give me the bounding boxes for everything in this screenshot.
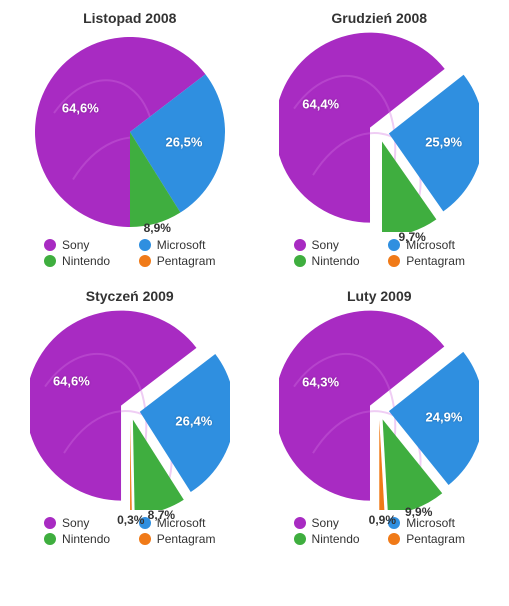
legend-swatch-microsoft	[139, 239, 151, 251]
legend-label-nintendo: Nintendo	[62, 254, 110, 268]
legend-swatch-pentagram	[388, 533, 400, 545]
legend-label-nintendo: Nintendo	[312, 532, 360, 546]
chart-grid: Listopad 2008 64,6% 26,5% 8,9% Sony Micros…	[10, 10, 499, 546]
slice-label-microsoft: 26,4%	[175, 414, 212, 429]
slice-label-microsoft: 26,5%	[166, 134, 203, 149]
slice-label-pentagram: 0,3%	[117, 513, 144, 527]
slice-label-nintendo: 8,9%	[144, 221, 171, 235]
pie-wrap: 64,6%26,4%8,7%0,3%	[30, 310, 230, 510]
pie-wrap: 64,6% 26,5% 8,9%	[30, 32, 230, 232]
legend-label-pentagram: Pentagram	[406, 532, 465, 546]
legend-label-sony: Sony	[62, 516, 89, 530]
legend-swatch-sony	[44, 239, 56, 251]
legend-label-nintendo: Nintendo	[312, 254, 360, 268]
legend-label-sony: Sony	[312, 238, 339, 252]
legend-item-pentagram: Pentagram	[139, 532, 216, 546]
chart-title: Listopad 2008	[83, 10, 176, 26]
legend-label-pentagram: Pentagram	[157, 532, 216, 546]
legend-item-pentagram: Pentagram	[388, 532, 465, 546]
chart-cell: Styczeń 2009 64,6%26,4%8,7%0,3% Sony Mic…	[10, 288, 250, 546]
chart-title: Luty 2009	[347, 288, 412, 304]
legend-swatch-nintendo	[44, 533, 56, 545]
legend-item-pentagram: Pentagram	[139, 254, 216, 268]
legend-label-pentagram: Pentagram	[157, 254, 216, 268]
legend-item-nintendo: Nintendo	[294, 254, 371, 268]
legend-label-microsoft: Microsoft	[157, 238, 206, 252]
chart-title: Styczeń 2009	[86, 288, 174, 304]
legend-swatch-pentagram	[139, 533, 151, 545]
legend-swatch-pentagram	[139, 255, 151, 267]
pie-slice-pentagram	[130, 420, 132, 510]
legend-item-microsoft: Microsoft	[139, 238, 216, 252]
legend: Sony Microsoft Nintendo Pentagram	[294, 238, 465, 268]
legend-swatch-sony	[294, 517, 306, 529]
legend-swatch-nintendo	[294, 255, 306, 267]
slice-label-nintendo: 9,7%	[398, 230, 425, 244]
slice-label-sony: 64,6%	[62, 100, 99, 115]
slice-label-sony: 64,6%	[53, 374, 90, 389]
legend-swatch-sony	[44, 517, 56, 529]
pie-wrap: 64,4%25,9%9,7%	[279, 32, 479, 232]
legend-swatch-nintendo	[44, 255, 56, 267]
chart-cell: Luty 2009 64,3%24,9%9,9%0,9% Sony Micros…	[260, 288, 500, 546]
legend-item-nintendo: Nintendo	[294, 532, 371, 546]
pie-chart	[279, 32, 479, 232]
legend: Sony Microsoft Nintendo Pentagram	[44, 238, 215, 268]
slice-label-sony: 64,3%	[302, 374, 339, 389]
legend-label-pentagram: Pentagram	[406, 254, 465, 268]
legend-item-nintendo: Nintendo	[44, 532, 121, 546]
slice-label-nintendo: 9,9%	[405, 505, 432, 519]
legend-swatch-pentagram	[388, 255, 400, 267]
legend-item-pentagram: Pentagram	[388, 254, 465, 268]
legend-item-sony: Sony	[44, 238, 121, 252]
slice-label-nintendo: 8,7%	[148, 508, 175, 522]
legend-item-sony: Sony	[294, 516, 371, 530]
pie-wrap: 64,3%24,9%9,9%0,9%	[279, 310, 479, 510]
legend-label-sony: Sony	[312, 516, 339, 530]
legend-item-nintendo: Nintendo	[44, 254, 121, 268]
chart-cell: Listopad 2008 64,6% 26,5% 8,9% Sony Micros…	[10, 10, 250, 268]
chart-cell: Grudzień 2008 64,4% 25,9% 9,7% Sony Micros…	[260, 10, 500, 268]
legend-swatch-sony	[294, 239, 306, 251]
slice-label-microsoft: 24,9%	[426, 410, 463, 425]
pie-chart	[30, 32, 230, 232]
slice-label-pentagram: 0,9%	[369, 513, 396, 527]
legend-item-sony: Sony	[294, 238, 371, 252]
legend-label-sony: Sony	[62, 238, 89, 252]
slice-label-sony: 64,4%	[302, 96, 339, 111]
legend-item-sony: Sony	[44, 516, 121, 530]
slice-label-microsoft: 25,9%	[425, 134, 462, 149]
chart-title: Grudzień 2008	[331, 10, 427, 26]
legend-label-nintendo: Nintendo	[62, 532, 110, 546]
pie-chart	[30, 310, 230, 510]
legend-swatch-nintendo	[294, 533, 306, 545]
